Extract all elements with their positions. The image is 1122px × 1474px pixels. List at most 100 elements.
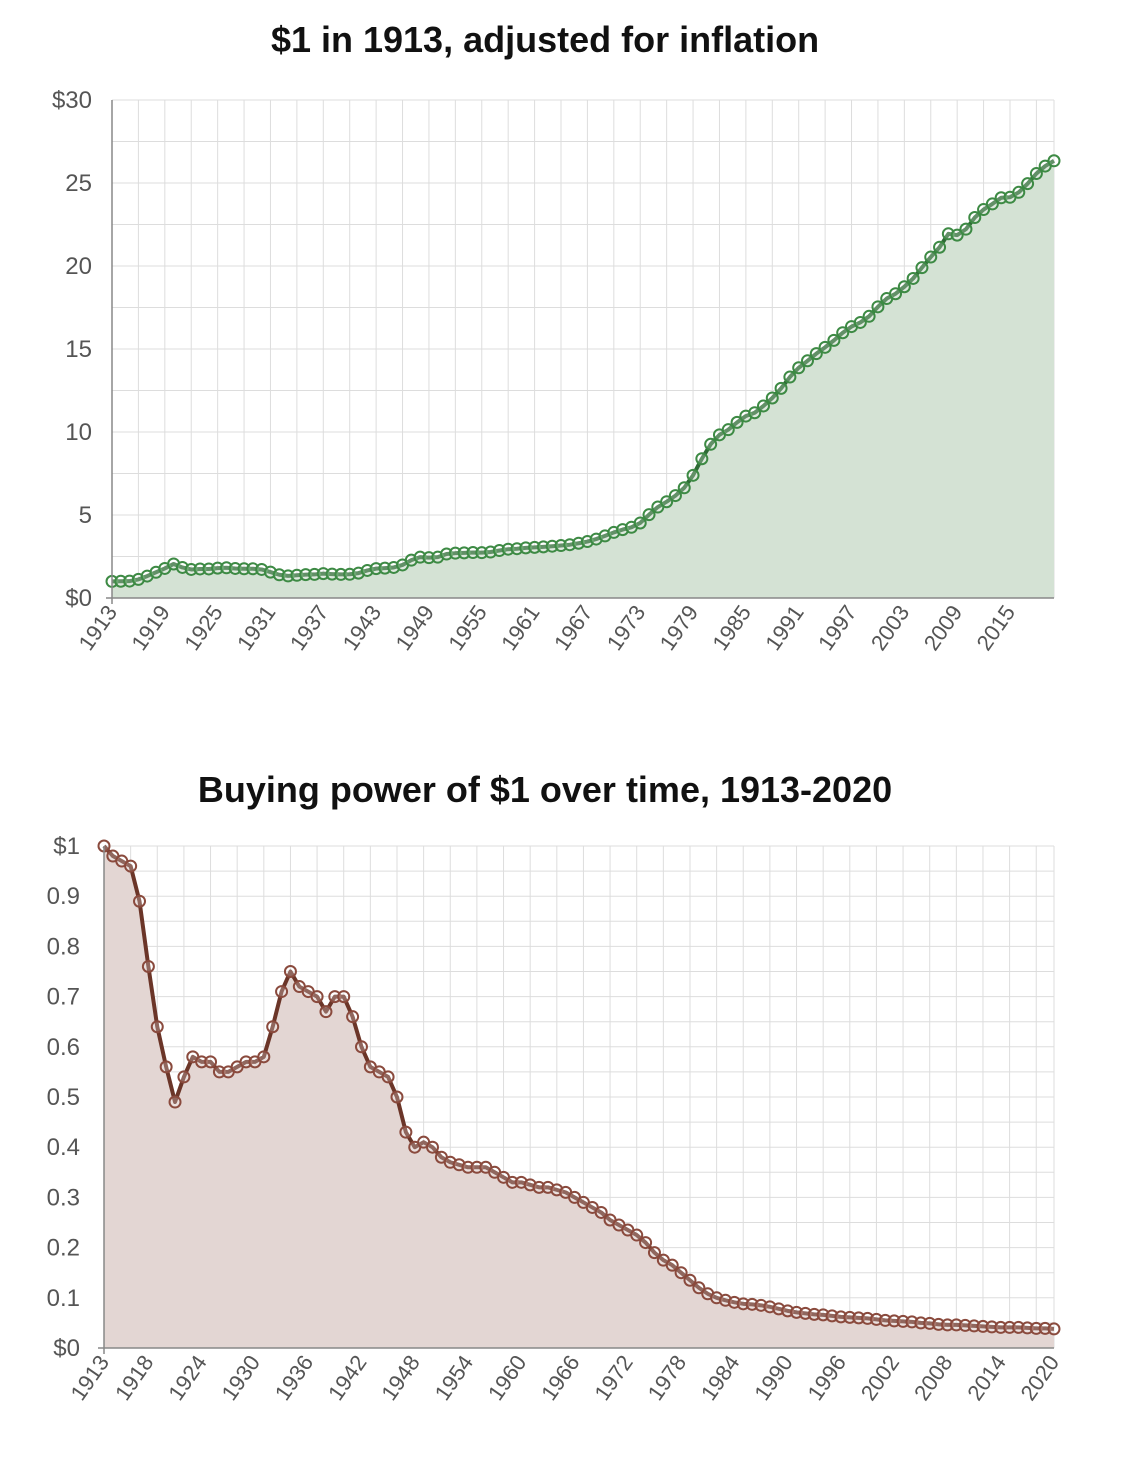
data-point: [325, 567, 339, 581]
data-point: [283, 965, 297, 978]
x-tick-label: 1930: [216, 1351, 265, 1405]
data-point: [114, 574, 128, 588]
x-tick-label: 1948: [376, 1351, 425, 1405]
data-point: [150, 1020, 164, 1034]
data-point: [399, 1125, 413, 1139]
data-point: [660, 495, 674, 509]
x-tick-label: 1918: [110, 1351, 159, 1405]
y-tick-label: 5: [79, 502, 92, 529]
y-tick-label: 15: [65, 336, 92, 363]
data-point: [792, 361, 806, 375]
data-point: [889, 287, 903, 301]
data-point: [950, 228, 964, 242]
data-point: [853, 315, 867, 329]
x-tick-label: 1984: [696, 1351, 745, 1405]
data-point: [730, 415, 744, 429]
data-point: [1047, 1322, 1061, 1336]
data-point: [448, 546, 462, 560]
data-point: [1047, 154, 1061, 168]
chart1-axes: [106, 100, 1054, 604]
x-tick-label: 2020: [1016, 1351, 1065, 1405]
data-point: [204, 1055, 218, 1069]
x-tick-label: 2003: [866, 601, 915, 655]
x-tick-label: 1961: [496, 601, 545, 655]
data-point: [1011, 1320, 1025, 1334]
data-point: [630, 1228, 644, 1242]
data-point: [193, 562, 207, 576]
chart2-data-points: [97, 839, 1061, 1336]
data-point: [665, 1258, 679, 1272]
data-point: [328, 990, 342, 1004]
x-tick-label: 1967: [549, 601, 598, 655]
chart1-title: $1 in 1913, adjusted for inflation: [271, 19, 819, 60]
x-tick-label: 1931: [232, 601, 281, 655]
data-point: [915, 261, 929, 275]
data-point: [959, 222, 973, 236]
inflation-chart: $1 in 1913, adjusted for inflation $0 5 10…: [52, 19, 1061, 655]
y-tick-label: 10: [65, 419, 92, 446]
y-tick-label: $1: [53, 833, 80, 860]
chart1-data-points: [105, 154, 1061, 588]
data-point: [887, 1314, 901, 1328]
x-tick-label: 1954: [430, 1351, 479, 1405]
x-tick-label: 1991: [760, 601, 809, 655]
x-tick-label: 2008: [909, 1351, 958, 1405]
data-point: [843, 1310, 857, 1324]
chart1-x-tick-labels: 1913 1919 1925 1931 1937 1943 1949 1955 1961 1967…: [74, 601, 1021, 655]
data-point: [668, 489, 682, 503]
data-point: [647, 1246, 661, 1260]
data-point: [914, 1316, 928, 1330]
data-point: [692, 1281, 706, 1295]
data-point: [1012, 185, 1026, 199]
data-point: [852, 1311, 866, 1325]
data-point: [985, 197, 999, 211]
data-point: [721, 423, 735, 437]
data-point: [1020, 1321, 1034, 1335]
data-point: [818, 340, 832, 354]
y-tick-label: 0.3: [47, 1184, 80, 1211]
data-point: [774, 381, 788, 395]
buying-power-chart: Buying power of $1 over time, 1913-2020 …: [47, 769, 1064, 1405]
x-tick-label: 2015: [972, 601, 1021, 655]
x-tick-label: 1966: [536, 1351, 585, 1405]
data-point: [809, 347, 823, 361]
data-point: [968, 211, 982, 225]
data-point: [334, 567, 348, 581]
x-tick-label: 1936: [270, 1351, 319, 1405]
y-tick-label: 25: [65, 170, 92, 197]
data-point: [949, 1318, 963, 1332]
data-point: [933, 240, 947, 254]
x-tick-label: 1919: [126, 601, 175, 655]
data-point: [783, 370, 797, 384]
data-point: [457, 546, 471, 560]
x-tick-label: 1955: [443, 601, 492, 655]
data-point: [871, 300, 885, 314]
data-point: [686, 468, 700, 482]
y-tick-label: $30: [52, 87, 92, 114]
data-point: [932, 1317, 946, 1331]
data-point: [862, 309, 876, 323]
data-point: [977, 203, 991, 217]
data-point: [834, 1310, 848, 1324]
data-point: [704, 437, 718, 451]
data-point: [827, 333, 841, 347]
data-point: [642, 508, 656, 522]
data-point: [683, 1273, 697, 1287]
data-point: [756, 399, 770, 413]
chart2-area-fill: [104, 846, 1054, 1348]
x-tick-label: 1985: [707, 601, 756, 655]
data-point: [195, 1055, 209, 1069]
data-point: [906, 271, 920, 285]
data-point: [736, 1297, 750, 1311]
data-point: [677, 481, 691, 495]
x-tick-label: 1979: [655, 601, 704, 655]
data-point: [967, 1319, 981, 1333]
data-point: [141, 959, 155, 973]
data-point: [594, 1205, 608, 1219]
data-point: [466, 546, 480, 560]
chart2-title: Buying power of $1 over time, 1913-2020: [198, 769, 892, 810]
data-point: [426, 1140, 440, 1154]
x-tick-label: 1924: [163, 1351, 212, 1405]
